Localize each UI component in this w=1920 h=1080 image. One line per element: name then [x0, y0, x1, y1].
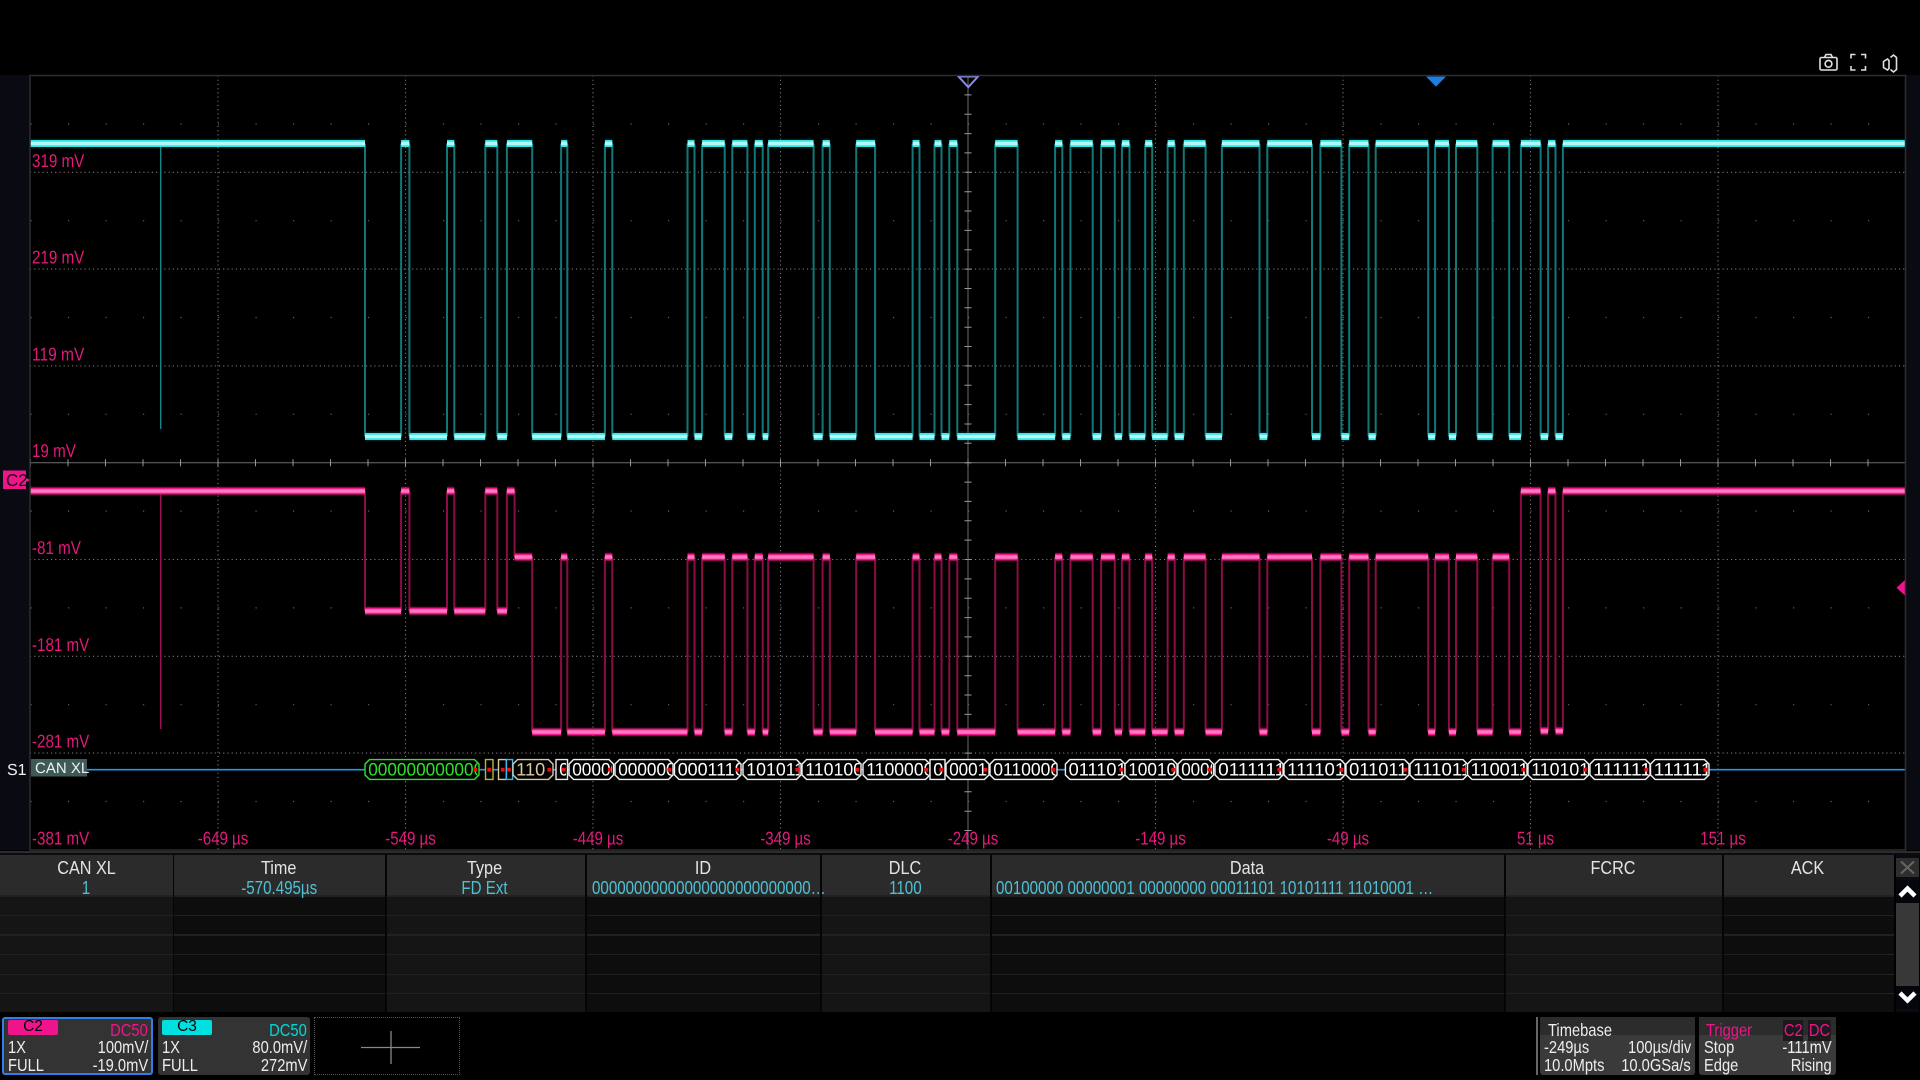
svg-text:0000000: 0000000	[618, 759, 685, 779]
svg-text:0111111: 0111111	[1218, 759, 1285, 779]
svg-text:101011: 101011	[746, 759, 804, 779]
svg-text:0000: 0000	[1181, 759, 1219, 779]
svg-text:0110000: 0110000	[993, 759, 1060, 779]
svg-text:319 mV: 319 mV	[32, 150, 85, 171]
svg-text:-649 µs: -649 µs	[198, 828, 249, 849]
svg-text:110011: 110011	[1471, 759, 1529, 779]
svg-text:011101: 011101	[1069, 759, 1127, 779]
svg-text:19 mV: 19 mV	[32, 440, 76, 461]
svg-text:219 mV: 219 mV	[32, 247, 85, 268]
svg-text:-449 µs: -449 µs	[573, 828, 624, 849]
svg-text:S1: S1	[7, 762, 27, 779]
svg-text:11000000: 11000000	[866, 759, 943, 779]
svg-text:110101: 110101	[1531, 759, 1589, 779]
svg-text:0: 0	[933, 759, 943, 779]
svg-text:C2: C2	[6, 471, 28, 490]
svg-text:119 mV: 119 mV	[32, 343, 85, 364]
svg-text:-81 mV: -81 mV	[32, 537, 81, 558]
svg-text:00000: 00000	[572, 759, 620, 779]
svg-text:-549 µs: -549 µs	[385, 828, 436, 849]
svg-text:10010: 10010	[1128, 759, 1176, 779]
svg-text:CAN XL: CAN XL	[35, 760, 89, 777]
svg-text:-49 µs: -49 µs	[1327, 828, 1369, 849]
svg-text:-381 mV: -381 mV	[32, 827, 90, 848]
svg-text:111111: 111111	[1654, 759, 1712, 779]
svg-text:0110111: 0110111	[1349, 759, 1416, 779]
svg-text:0001: 0001	[949, 759, 987, 779]
svg-text:51 µs: 51 µs	[1517, 828, 1554, 849]
svg-text:-249 µs: -249 µs	[948, 828, 999, 849]
svg-text:111011: 111011	[1413, 759, 1471, 779]
svg-text:110100: 110100	[805, 759, 863, 779]
svg-text:111101: 111101	[1287, 759, 1345, 779]
svg-text:-281 mV: -281 mV	[32, 731, 90, 752]
svg-text:110: 110	[516, 759, 545, 779]
svg-text:-149 µs: -149 µs	[1135, 828, 1186, 849]
svg-text:151 µs: 151 µs	[1700, 828, 1746, 849]
svg-text:-181 mV: -181 mV	[32, 634, 90, 655]
svg-text:0001110: 0001110	[678, 759, 745, 779]
svg-text:000000000000: 000000000000	[368, 759, 483, 779]
svg-text:111111: 111111	[1593, 759, 1651, 779]
svg-text:-349 µs: -349 µs	[760, 828, 811, 849]
